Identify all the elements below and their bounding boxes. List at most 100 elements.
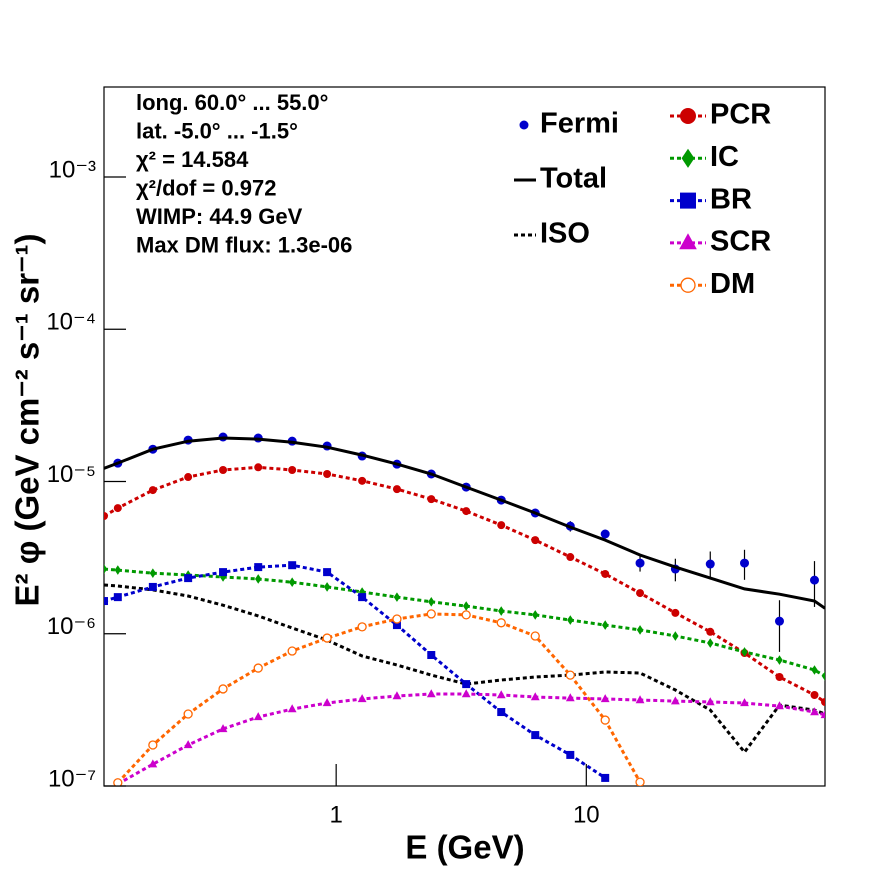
marker [497, 521, 506, 530]
marker [113, 593, 122, 602]
y-tick-label: 10⁻⁵ [47, 461, 96, 488]
marker [113, 504, 122, 513]
annotation: χ² = 14.584 [136, 147, 249, 172]
x-axis-title: E (GeV) [405, 829, 524, 866]
marker [148, 740, 158, 750]
marker [774, 616, 784, 626]
marker [565, 670, 575, 680]
marker [565, 693, 575, 702]
legend-entry: Total [514, 163, 607, 195]
marker [358, 593, 367, 602]
marker [357, 694, 367, 703]
marker [254, 463, 263, 472]
marker [148, 486, 157, 495]
marker [497, 708, 506, 717]
marker [530, 692, 540, 701]
marker [254, 563, 263, 572]
marker [219, 568, 228, 577]
annotation: χ²/dof = 0.972 [136, 175, 276, 200]
marker [635, 695, 645, 704]
marker [601, 773, 610, 782]
marker [600, 529, 610, 539]
marker [462, 680, 471, 689]
marker [706, 627, 715, 636]
marker [531, 536, 540, 545]
marker [392, 614, 402, 624]
marker [461, 610, 471, 620]
marker [288, 465, 297, 474]
marker [113, 778, 123, 786]
marker [392, 691, 402, 700]
marker [821, 698, 825, 707]
marker [183, 709, 193, 719]
marker [183, 740, 193, 749]
marker [810, 690, 819, 699]
x-tick-label: 10 [573, 801, 600, 828]
marker [672, 631, 679, 641]
marker [287, 704, 297, 713]
plot-area [104, 432, 825, 786]
y-tick-label: 10⁻⁷ [48, 765, 96, 792]
series-line [104, 563, 607, 780]
marker [635, 558, 645, 568]
annotation: lat. -5.0° ... -1.5° [136, 118, 298, 143]
marker [498, 606, 505, 616]
series-line [104, 436, 825, 610]
marker [392, 621, 401, 630]
marker [532, 610, 539, 620]
marker [496, 690, 506, 699]
series-line [104, 583, 825, 755]
marker [775, 672, 784, 681]
y-tick-label: 10⁻⁶ [47, 613, 96, 640]
marker [462, 507, 471, 516]
marker [680, 192, 696, 209]
legend-entry: DM [670, 268, 755, 300]
marker [322, 633, 332, 643]
marker [820, 710, 825, 719]
annotation: WIMP: 44.9 GeV [136, 204, 303, 229]
legend-label: DM [710, 268, 755, 300]
legend-label: ISO [540, 218, 590, 250]
marker [681, 148, 695, 168]
legend-label: PCR [710, 99, 771, 131]
marker [705, 697, 715, 706]
series-line [116, 612, 642, 784]
marker [288, 561, 297, 570]
legend-label: IC [710, 141, 739, 173]
marker [148, 582, 157, 591]
marker [531, 731, 540, 740]
marker [427, 651, 436, 660]
marker [287, 646, 297, 656]
marker [602, 620, 609, 630]
marker [680, 277, 696, 293]
marker [104, 564, 108, 574]
marker [358, 476, 367, 485]
marker [679, 233, 697, 250]
marker [600, 715, 610, 725]
marker [705, 559, 715, 569]
marker [149, 568, 157, 578]
x-tick-label: 1 [329, 801, 342, 828]
legend-entry: Fermi [519, 108, 619, 140]
plot-frame [103, 86, 826, 787]
marker [566, 750, 575, 759]
y-axis-title: E² φ (GeV cm⁻² s⁻¹ sr⁻¹) [9, 234, 46, 607]
marker [635, 777, 645, 786]
marker [323, 582, 331, 592]
marker [358, 587, 366, 597]
legend-entry: ISO [514, 218, 590, 250]
y-tick-label: 10⁻⁴ [46, 309, 96, 336]
marker [462, 601, 470, 611]
marker [255, 574, 262, 584]
legend-label: Fermi [540, 108, 619, 140]
marker [253, 663, 263, 673]
marker [104, 597, 108, 606]
marker [811, 665, 818, 675]
marker [600, 694, 610, 703]
legend-entry: BR [670, 183, 752, 215]
marker [114, 565, 122, 575]
marker [392, 485, 401, 494]
marker [253, 712, 263, 721]
